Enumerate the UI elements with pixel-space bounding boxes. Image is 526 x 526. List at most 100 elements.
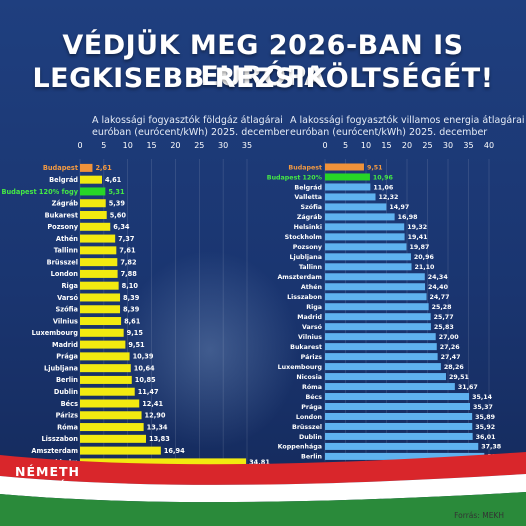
gas-category-label: Dublin (54, 388, 78, 396)
gas-category-label: Madrid (52, 341, 78, 349)
gas-subtitle-line-1: A lakossági fogyasztók földgáz átlagárai (92, 115, 283, 126)
electricity-bar (325, 203, 387, 211)
electricity-tick-label: 20 (402, 141, 412, 150)
gas-bar (80, 293, 121, 302)
electricity-value-label: 16,98 (398, 214, 418, 221)
electricity-bar (325, 422, 473, 430)
gas-bar (80, 411, 142, 420)
gas-category-label: Prága (56, 353, 78, 361)
electricity-tick-label: 10 (361, 141, 371, 150)
headline-line-2: LEGKISEBB REZSIKÖLTSÉGÉT! (32, 63, 494, 94)
electricity-value-label: 27,47 (441, 354, 461, 361)
electricity-value-label: 28,26 (444, 364, 465, 371)
electricity-bar (325, 223, 405, 231)
electricity-value-label: 25,83 (434, 324, 454, 331)
electricity-category-label: Budapest 120% (267, 174, 323, 181)
electricity-value-label: 36,01 (476, 434, 496, 441)
electricity-value-label: 19,41 (408, 234, 428, 241)
electricity-subtitle-line-2: euróban (eurócent/kWh) 2025. december (290, 127, 488, 138)
gas-value-label: 16,94 (164, 447, 185, 455)
electricity-category-label: Amszterdam (277, 274, 322, 281)
gas-value-label: 13,34 (147, 423, 168, 431)
gas-value-label: 12,90 (145, 412, 166, 420)
electricity-category-label: Budapest (288, 164, 322, 171)
gas-bar (80, 328, 124, 337)
gas-tick-label: 20 (170, 141, 180, 150)
electricity-category-label: Helsinki (294, 224, 322, 231)
electricity-bar (325, 333, 436, 341)
electricity-value-label: 24,34 (428, 274, 449, 281)
gas-bar (80, 258, 118, 267)
electricity-tick-label: 25 (422, 141, 432, 150)
electricity-category-label: Pozsony (293, 244, 322, 251)
electricity-category-label: Lisszabon (287, 294, 322, 301)
gas-category-label: Róma (57, 423, 78, 431)
gas-category-label: Lisszabon (41, 435, 78, 443)
electricity-bar (325, 173, 370, 181)
electricity-category-label: Nicosia (296, 374, 322, 381)
gas-bar (80, 222, 111, 231)
gas-value-label: 4,61 (105, 176, 122, 184)
gas-bar (80, 234, 116, 243)
electricity-tick-label: 30 (443, 141, 453, 150)
electricity-value-label: 14,97 (389, 204, 409, 211)
electricity-bar (325, 412, 473, 420)
electricity-bar (325, 343, 437, 351)
gas-bar (80, 458, 247, 467)
gas-category-label: Athén (56, 235, 78, 243)
headline-line-1: VÉDJÜK MEG 2026-BAN IS EURÓPA (62, 30, 464, 92)
gas-bar (80, 269, 118, 278)
gas-value-label: 8,61 (124, 317, 141, 325)
electricity-tick-label: 5 (343, 141, 348, 150)
electricity-category-label: Zágráb (297, 213, 323, 221)
electricity-category-label: Belgrád (294, 183, 322, 191)
electricity-subtitle-line-1: A lakossági fogyasztók villamos energia … (290, 115, 525, 126)
gas-value-label: 8,39 (123, 294, 140, 302)
electricity-tick-label: 15 (381, 141, 391, 150)
gas-value-label: 12,41 (142, 400, 163, 408)
electricity-category-label: Koppenhága (278, 443, 322, 451)
electricity-chart-subtitle: A lakossági fogyasztók villamos energia … (290, 115, 525, 139)
electricity-category-label: Róma (302, 383, 322, 391)
gas-value-label: 7,88 (121, 270, 138, 278)
gas-value-label: 9,15 (127, 329, 144, 337)
gas-value-label: 7,61 (119, 247, 136, 255)
gas-value-label: 9,51 (128, 341, 145, 349)
electricity-value-label: 29,51 (449, 374, 469, 381)
gas-value-label: 10,39 (133, 353, 154, 361)
gas-bar (80, 387, 135, 396)
gas-tick-label: 0 (77, 141, 82, 150)
electricity-value-label: 19,32 (407, 224, 427, 231)
electricity-value-label: 12,32 (379, 194, 399, 201)
electricity-bar (325, 323, 431, 331)
gas-category-label: Amszterdam (31, 447, 78, 455)
logo-line-2: SZILÁRD (23, 479, 91, 494)
electricity-value-label: 9,51 (367, 164, 383, 171)
gas-tick-label: 5 (101, 141, 106, 150)
gas-bar (80, 364, 131, 373)
electricity-bar (325, 193, 376, 201)
electricity-value-label: 10,96 (373, 174, 394, 181)
electricity-category-label: Luxembourg (278, 364, 322, 371)
gas-value-label: 8,10 (122, 282, 139, 290)
electricity-value-label: 38,86 (487, 454, 508, 461)
gas-value-label: 5,31 (108, 188, 125, 196)
electricity-bar (325, 283, 426, 291)
gas-bar (80, 163, 93, 172)
gas-category-label: Riga (61, 282, 78, 290)
electricity-value-label: 24,40 (428, 284, 449, 291)
gas-category-label: Luxembourg (32, 329, 79, 337)
electricity-bar (325, 293, 427, 301)
gas-chart: 0 5 10 15 20 25 30 35 Budapest 2,61 Belgrád 4,61 Bud… (1, 141, 270, 469)
gas-tick-label: 35 (242, 141, 252, 150)
electricity-category-label: Athén (301, 283, 322, 291)
electricity-category-label: Brüsszel (292, 424, 322, 431)
gas-category-label: Berlin (56, 376, 78, 384)
electricity-value-label: 20,96 (414, 254, 435, 261)
gas-category-label: London (51, 270, 79, 278)
gas-category-label: Ljubljana (44, 364, 78, 372)
electricity-value-label: 35,92 (475, 424, 495, 431)
logo: NÉMETH SZILÁRD (15, 464, 90, 494)
gas-value-label: 5,39 (109, 200, 126, 208)
electricity-bar (325, 243, 407, 251)
